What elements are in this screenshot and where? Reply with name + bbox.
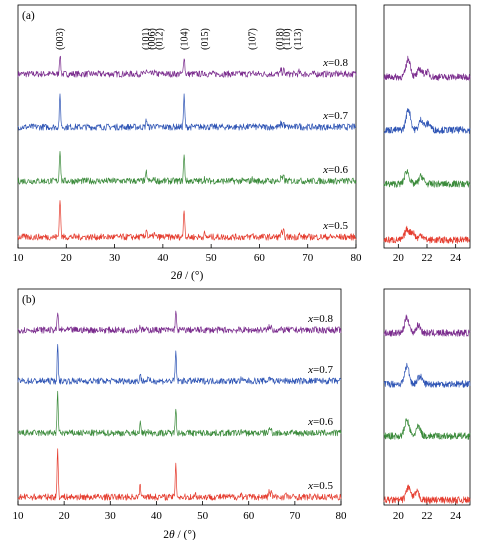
miller-index-label: (018) <box>275 28 286 50</box>
x-tick-label: 60 <box>243 510 255 522</box>
panel-label: (b) <box>22 294 36 306</box>
miller-index-label: (104) <box>180 28 191 50</box>
x-tick-label: 20 <box>61 252 73 264</box>
series-label: x=0.6 <box>322 164 348 176</box>
x-tick-label: 30 <box>105 510 117 522</box>
x-tick-label: 60 <box>254 252 266 264</box>
miller-index-label: (003) <box>55 28 66 50</box>
inset-trace <box>383 314 471 337</box>
x-tick-label: 20 <box>59 510 71 522</box>
inset-trace <box>383 169 471 188</box>
x-axis-label: 2θ / (°) <box>163 529 196 540</box>
miller-index-label: (101) <box>141 28 152 50</box>
panel-label: (a) <box>22 10 35 22</box>
inset-x-tick-label: 22 <box>422 252 433 264</box>
miller-index-label: (107) <box>248 28 259 50</box>
miller-index-label: (015) <box>200 28 211 50</box>
x-tick-label: 70 <box>302 252 314 264</box>
x-tick-label: 10 <box>13 510 25 522</box>
inset-x-tick-label: 20 <box>393 510 405 522</box>
x-tick-label: 50 <box>197 510 209 522</box>
xrd-trace-x0.7 <box>17 93 357 131</box>
xrd-trace-x0.7 <box>17 344 342 385</box>
inset-x-tick-label: 20 <box>393 252 405 264</box>
x-tick-label: 50 <box>206 252 218 264</box>
miller-index-label: (012) <box>155 28 166 50</box>
series-label: x=0.7 <box>307 364 333 376</box>
xrd-trace-x0.5 <box>17 200 357 241</box>
series-label: x=0.6 <box>307 416 333 428</box>
inset-trace <box>383 55 471 81</box>
inset-plot-frame <box>383 288 471 506</box>
miller-index-label: (006) <box>147 28 158 50</box>
inset-x-tick-label: 22 <box>422 510 433 522</box>
series-label: x=0.8 <box>322 57 348 69</box>
xrd-trace-x0.8 <box>17 55 357 78</box>
x-tick-label: 40 <box>157 252 169 264</box>
xrd-trace-x0.8 <box>17 310 342 334</box>
xrd-trace-x0.6 <box>17 390 342 437</box>
x-tick-label: 70 <box>289 510 301 522</box>
inset-trace <box>383 225 471 244</box>
series-label: x=0.8 <box>307 313 333 325</box>
inset-trace <box>383 362 471 388</box>
x-tick-label: 30 <box>109 252 121 264</box>
inset-trace <box>383 418 471 440</box>
series-label: x=0.7 <box>322 110 348 122</box>
inset-x-tick-label: 24 <box>450 252 462 264</box>
x-tick-label: 40 <box>151 510 163 522</box>
inset-trace <box>383 108 471 134</box>
x-tick-label: 80 <box>351 252 363 264</box>
series-label: x=0.5 <box>322 220 348 232</box>
xrd-trace-x0.5 <box>17 448 342 501</box>
series-label: x=0.5 <box>307 480 333 492</box>
x-tick-label: 10 <box>13 252 25 264</box>
inset-trace <box>383 484 471 504</box>
inset-x-tick-label: 24 <box>450 510 462 522</box>
x-tick-label: 80 <box>336 510 348 522</box>
x-axis-label: 2θ / (°) <box>171 270 204 282</box>
miller-index-label: (110) <box>282 28 293 49</box>
main-plot-frame <box>17 288 342 506</box>
xrd-trace-x0.6 <box>17 150 357 185</box>
miller-index-label: (113) <box>293 28 304 49</box>
